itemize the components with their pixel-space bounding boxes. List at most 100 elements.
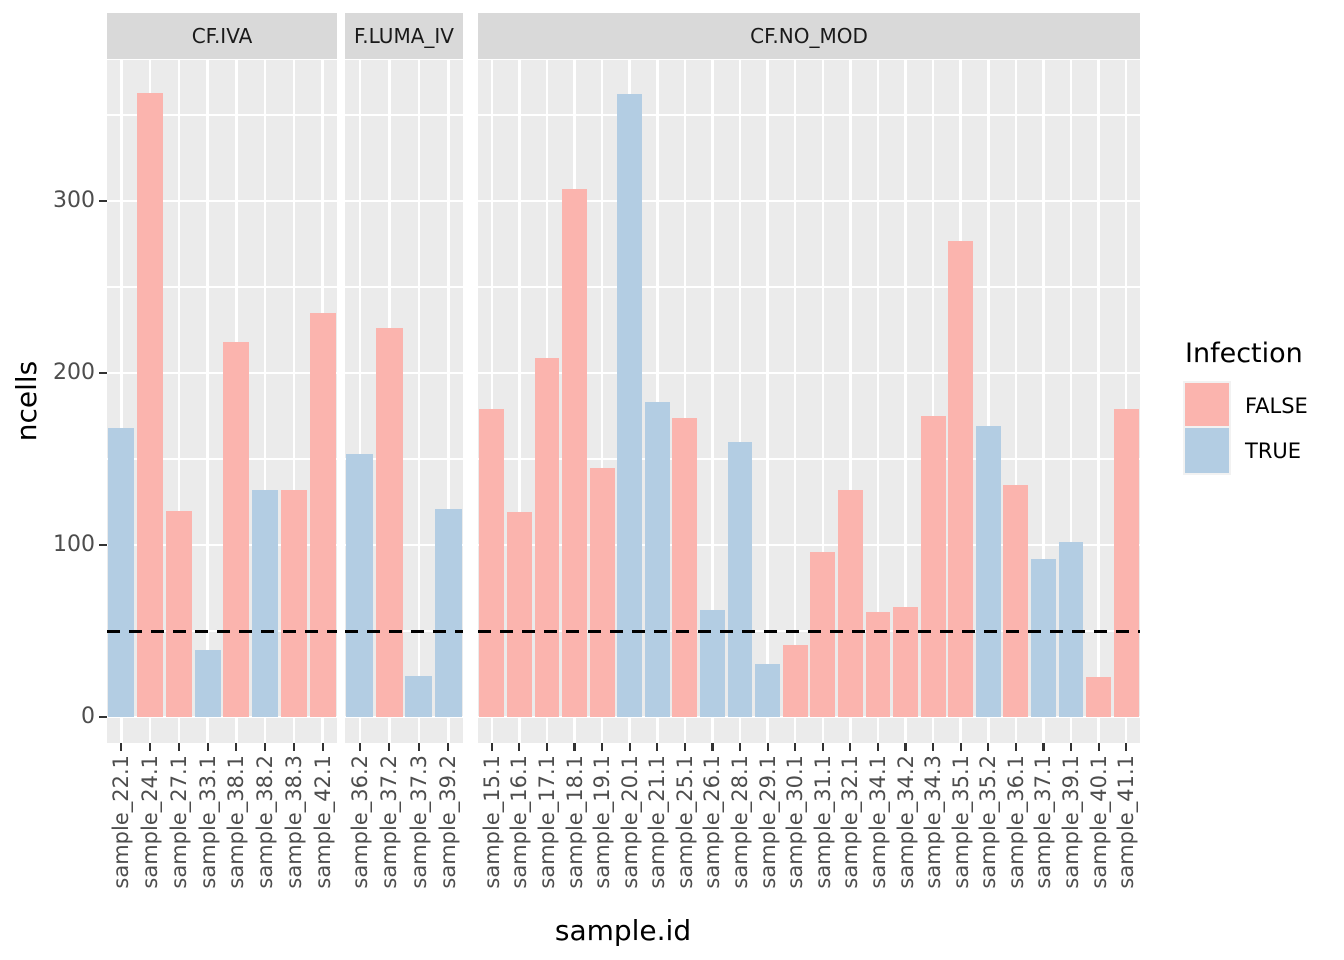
vertical-gridline xyxy=(177,60,181,743)
x-tick-label: sample_15.1 xyxy=(479,755,504,889)
facet-strip: CF.IVA xyxy=(107,13,337,59)
major-gridline xyxy=(478,199,1140,203)
x-tick-mark xyxy=(206,743,209,751)
bar xyxy=(865,612,891,717)
x-tick-label: sample_41.1 xyxy=(1114,755,1139,889)
x-tick-mark xyxy=(904,743,907,751)
x-tick-mark xyxy=(766,743,769,751)
x-tick-label: sample_36.1 xyxy=(1003,755,1028,889)
x-tick-label: sample_29.1 xyxy=(755,755,780,889)
x-tick-mark xyxy=(1097,743,1100,751)
minor-gridline xyxy=(345,114,463,116)
x-tick-mark xyxy=(1014,743,1017,751)
bar xyxy=(755,663,781,717)
minor-gridline xyxy=(345,286,463,288)
x-tick-mark xyxy=(683,743,686,751)
x-tick-mark xyxy=(1042,743,1045,751)
x-tick-label: sample_38.2 xyxy=(253,755,278,889)
bar xyxy=(644,402,670,717)
x-tick-mark xyxy=(545,743,549,751)
x-tick-label: sample_36.2 xyxy=(347,755,372,889)
vertical-gridline xyxy=(821,60,825,743)
bar xyxy=(137,92,164,717)
bar xyxy=(506,512,532,717)
x-tick-label: sample_26.1 xyxy=(700,755,725,889)
y-tick-mark xyxy=(99,544,107,547)
major-gridline xyxy=(345,715,463,719)
vertical-gridline xyxy=(904,60,907,743)
bar xyxy=(223,342,250,717)
y-axis-title: ncells xyxy=(10,360,43,442)
x-tick-label: sample_38.3 xyxy=(281,755,306,889)
facet-strip-label: CF.NO_MOD xyxy=(750,24,868,48)
major-gridline xyxy=(345,199,463,203)
bar xyxy=(893,606,918,717)
x-tick-mark xyxy=(959,743,962,751)
bar xyxy=(165,510,192,717)
minor-gridline xyxy=(478,458,1140,460)
bar xyxy=(346,453,374,717)
bar xyxy=(948,240,974,717)
facet-strip-label: F.LUMA_IV xyxy=(354,24,454,48)
major-gridline xyxy=(478,543,1140,547)
x-tick-label: sample_40.1 xyxy=(1086,755,1111,889)
x-tick-label: sample_33.1 xyxy=(195,755,220,889)
vertical-gridline xyxy=(793,60,797,743)
minor-gridline xyxy=(478,286,1140,288)
vertical-gridline xyxy=(931,60,935,743)
vertical-gridline xyxy=(447,60,450,743)
vertical-gridline xyxy=(490,60,494,743)
x-tick-mark xyxy=(358,743,361,751)
legend: Infection FALSE TRUE xyxy=(1185,338,1308,473)
x-tick-mark xyxy=(235,743,238,751)
x-tick-label: sample_39.1 xyxy=(1059,755,1084,889)
x-tick-mark xyxy=(849,743,852,751)
vertical-gridline xyxy=(358,60,361,743)
vertical-gridline xyxy=(849,60,852,743)
minor-gridline xyxy=(107,286,337,288)
x-tick-mark xyxy=(490,743,493,751)
facet-strip: CF.NO_MOD xyxy=(478,13,1140,59)
minor-gridline xyxy=(345,458,463,460)
x-axis-title: sample.id xyxy=(554,914,692,947)
bar xyxy=(727,441,753,717)
bar xyxy=(589,467,615,717)
x-tick-label: sample_32.1 xyxy=(838,755,863,889)
legend-entry: FALSE xyxy=(1185,383,1308,428)
major-gridline xyxy=(345,543,463,547)
bar xyxy=(700,610,725,717)
y-tick-label: 100 xyxy=(53,532,95,557)
major-gridline xyxy=(107,199,337,203)
bar xyxy=(562,188,587,717)
x-tick-label: sample_31.1 xyxy=(810,755,835,889)
x-tick-mark xyxy=(321,743,324,751)
x-tick-mark xyxy=(711,743,714,751)
y-tick-mark xyxy=(99,200,107,203)
x-tick-mark xyxy=(1069,743,1073,751)
bar xyxy=(375,328,403,717)
x-tick-label: sample_34.3 xyxy=(921,755,946,889)
x-tick-mark xyxy=(149,743,152,751)
bar xyxy=(1031,558,1056,717)
x-tick-label: sample_38.1 xyxy=(224,755,249,889)
bar xyxy=(194,649,221,717)
vertical-gridline xyxy=(876,60,880,743)
vertical-gridline xyxy=(738,60,742,743)
threshold-dashed-line xyxy=(478,629,1140,633)
x-tick-label: sample_25.1 xyxy=(672,755,697,889)
vertical-gridline xyxy=(518,60,521,743)
vertical-gridline xyxy=(766,60,769,743)
threshold-dashed-line xyxy=(107,629,337,633)
x-tick-label: sample_39.2 xyxy=(436,755,461,889)
bar xyxy=(837,489,863,717)
bar xyxy=(405,675,433,717)
x-tick-mark xyxy=(1125,743,1128,751)
x-tick-mark xyxy=(388,743,391,751)
x-tick-label: sample_35.1 xyxy=(948,755,973,889)
x-tick-mark xyxy=(417,743,420,751)
vertical-gridline xyxy=(1069,60,1073,743)
x-tick-mark xyxy=(264,743,267,751)
bar xyxy=(252,489,279,717)
x-tick-label: sample_27.1 xyxy=(166,755,191,889)
bar xyxy=(782,644,808,717)
